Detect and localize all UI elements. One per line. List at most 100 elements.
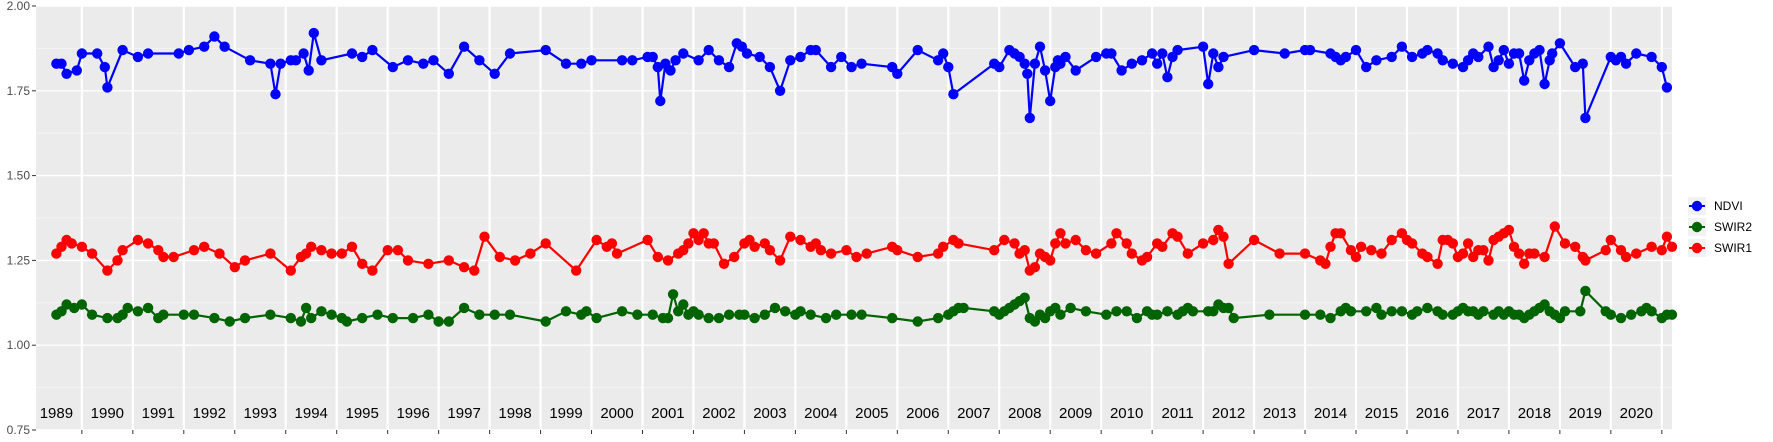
data-point	[178, 309, 189, 320]
data-point	[142, 48, 154, 59]
data-point	[224, 316, 235, 327]
data-point	[1187, 306, 1199, 317]
data-point	[61, 68, 72, 80]
data-point	[581, 306, 592, 317]
data-point	[316, 245, 327, 256]
data-point	[86, 248, 98, 259]
data-point	[989, 245, 1000, 256]
data-point	[1580, 285, 1591, 297]
data-point	[943, 61, 954, 73]
data-point	[1045, 255, 1056, 266]
data-point	[474, 55, 485, 66]
data-point	[1034, 41, 1046, 52]
data-point	[290, 55, 302, 66]
data-point	[754, 51, 765, 63]
data-point	[1529, 248, 1540, 259]
data-point	[785, 231, 796, 242]
data-point	[1539, 78, 1550, 90]
data-point	[1661, 82, 1673, 93]
year-label: 1999	[549, 405, 582, 422]
data-point	[494, 251, 505, 263]
data-point	[825, 248, 837, 259]
data-point	[540, 44, 551, 56]
series-ndvi	[51, 27, 1673, 124]
legend-key-point	[1691, 221, 1703, 233]
data-point	[616, 306, 628, 317]
data-point	[1197, 41, 1209, 52]
data-point	[591, 234, 602, 246]
data-point	[1208, 234, 1219, 246]
data-point	[1106, 238, 1117, 249]
year-label: 2004	[804, 405, 837, 422]
data-point	[652, 251, 663, 263]
data-point	[1055, 228, 1066, 239]
data-point	[616, 55, 628, 66]
data-point	[387, 312, 398, 324]
data-point	[683, 238, 694, 249]
data-point	[1355, 241, 1367, 252]
data-point	[382, 245, 393, 256]
data-point	[1422, 302, 1433, 314]
data-point	[308, 27, 319, 39]
year-label: 2017	[1467, 405, 1500, 422]
data-point	[1152, 58, 1163, 69]
data-point	[540, 238, 551, 249]
data-point	[1060, 51, 1071, 63]
data-point	[1371, 55, 1382, 66]
year-label: 2011	[1161, 405, 1193, 422]
data-point	[1406, 238, 1418, 249]
data-point	[1065, 302, 1076, 314]
data-point	[1299, 248, 1311, 259]
data-point	[1208, 48, 1219, 59]
data-point	[1549, 221, 1561, 232]
data-point	[825, 61, 837, 73]
data-point	[209, 312, 220, 324]
data-point	[1340, 51, 1352, 63]
data-point	[112, 255, 123, 266]
data-point	[1157, 241, 1168, 252]
data-point	[372, 309, 383, 320]
data-point	[479, 231, 490, 242]
data-point	[1218, 51, 1229, 63]
data-point	[670, 55, 681, 66]
data-point	[1575, 306, 1586, 317]
data-point	[367, 265, 378, 276]
data-point	[132, 306, 144, 317]
data-point	[851, 251, 862, 263]
data-point	[265, 58, 276, 69]
data-point	[1539, 251, 1550, 263]
data-point	[428, 55, 439, 66]
data-point	[1213, 61, 1224, 73]
data-point	[759, 309, 770, 320]
data-point	[1136, 55, 1148, 66]
data-point	[1376, 309, 1387, 320]
data-point	[1396, 41, 1408, 52]
data-point	[815, 245, 827, 256]
data-point	[509, 255, 521, 266]
plot-panel	[36, 5, 1672, 431]
data-point	[662, 255, 674, 266]
data-point	[392, 245, 404, 256]
data-point	[642, 234, 653, 246]
data-point	[1101, 309, 1112, 320]
data-point	[856, 58, 867, 69]
data-point	[1279, 48, 1290, 59]
data-point	[102, 312, 113, 324]
data-point	[693, 309, 704, 320]
data-point	[571, 265, 582, 276]
data-point	[285, 312, 296, 324]
data-point	[1116, 65, 1127, 76]
data-point	[1197, 238, 1209, 249]
data-point	[443, 316, 454, 327]
data-point	[326, 309, 337, 320]
data-point	[938, 241, 949, 252]
data-point	[627, 55, 638, 66]
data-point	[1022, 68, 1033, 80]
data-point	[92, 48, 103, 59]
data-point	[1024, 112, 1036, 124]
data-point	[229, 262, 240, 273]
data-point	[846, 309, 857, 320]
data-point	[1478, 245, 1489, 256]
data-point	[678, 48, 689, 59]
data-point	[209, 31, 220, 42]
